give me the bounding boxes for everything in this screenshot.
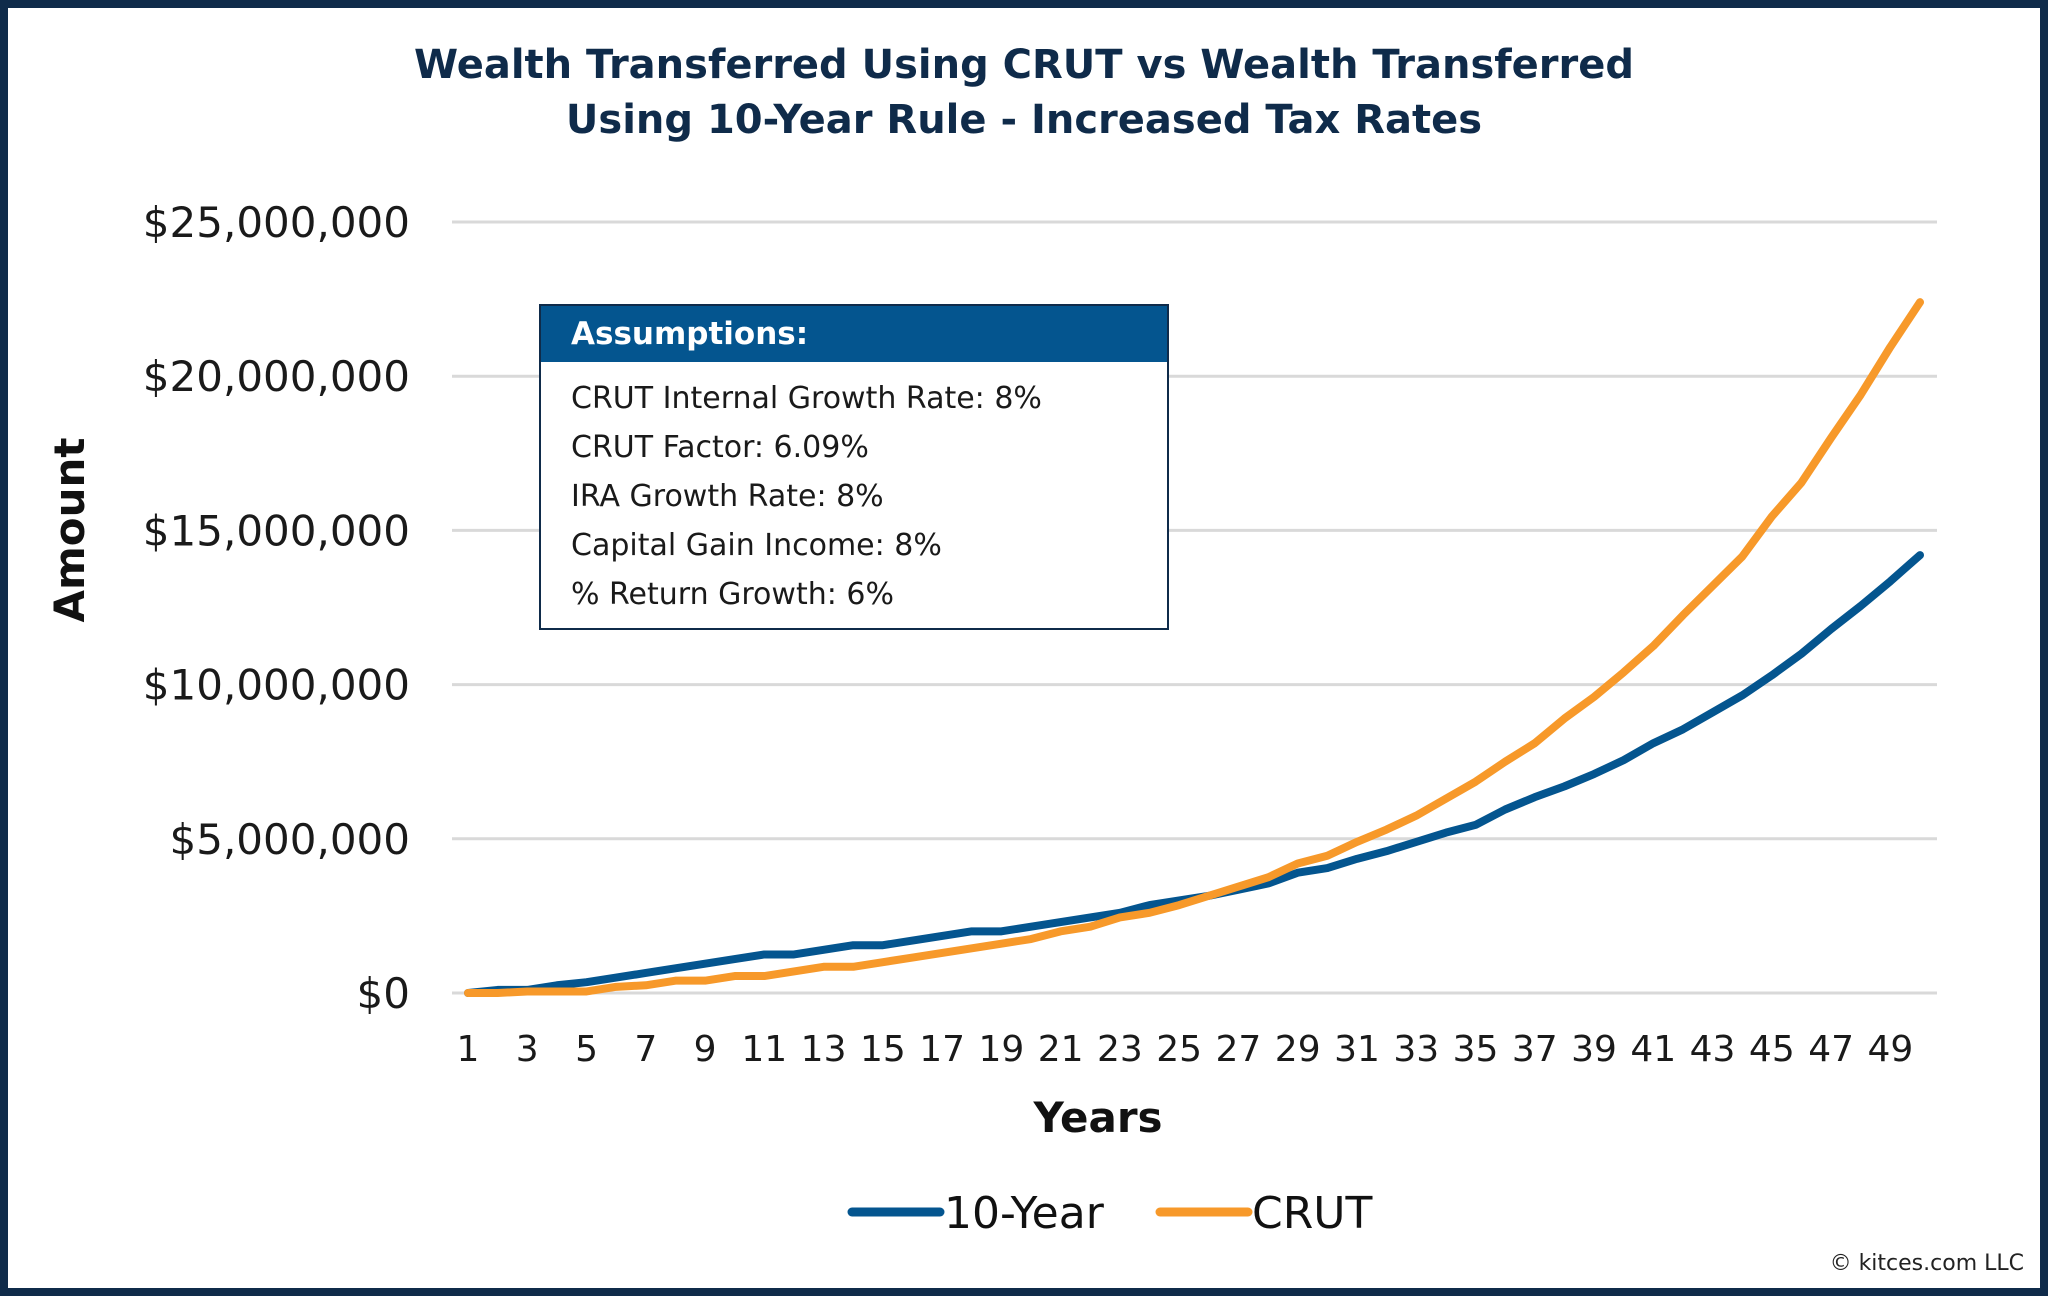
assumption-item: IRA Growth Rate: 8%	[571, 479, 884, 514]
x-tick-label: 35	[1453, 1029, 1499, 1070]
x-tick-label: 21	[1038, 1029, 1084, 1070]
chart-title: Wealth Transferred Using CRUT vs Wealth …	[0, 38, 2048, 148]
x-tick-label: 47	[1808, 1029, 1854, 1070]
x-tick-label: 39	[1571, 1029, 1617, 1070]
x-tick-label: 11	[741, 1029, 787, 1070]
x-tick-label: 3	[516, 1029, 539, 1070]
y-tick-label: $15,000,000	[143, 506, 410, 555]
x-tick-label: 17	[919, 1029, 965, 1070]
y-tick-label: $5,000,000	[170, 815, 410, 864]
y-tick-label: $10,000,000	[143, 661, 410, 710]
chart-title-line-2: Using 10-Year Rule - Increased Tax Rates	[565, 97, 1483, 143]
y-tick-label: $20,000,000	[143, 352, 410, 401]
assumption-item: CRUT Factor: 6.09%	[571, 430, 869, 465]
x-tick-label: 23	[1097, 1029, 1143, 1070]
x-tick-label: 43	[1690, 1029, 1736, 1070]
x-tick-label: 41	[1630, 1029, 1676, 1070]
copyright: © kitces.com LLC	[1829, 1251, 2024, 1276]
assumption-item: CRUT Internal Growth Rate: 8%	[571, 381, 1042, 416]
assumption-item: % Return Growth: 6%	[571, 577, 894, 612]
x-tick-label: 9	[694, 1029, 717, 1070]
x-tick-label: 49	[1867, 1029, 1913, 1070]
x-tick-label: 19	[978, 1029, 1024, 1070]
assumption-item: Capital Gain Income: 8%	[571, 528, 942, 563]
y-axis-label: Amount	[45, 437, 94, 622]
series-line-crut	[464, 298, 1924, 997]
y-tick-label: $0	[357, 969, 410, 1018]
x-tick-label: 33	[1393, 1029, 1439, 1070]
x-tick-label: 5	[575, 1029, 598, 1070]
legend-label: 10-Year	[944, 1188, 1105, 1239]
chart-title-line-1: Wealth Transferred Using CRUT vs Wealth …	[414, 42, 1634, 88]
x-tick-label: 27	[1216, 1029, 1262, 1070]
x-tick-label: 7	[634, 1029, 657, 1070]
x-tick-label: 45	[1749, 1029, 1795, 1070]
x-axis-label: Years	[1032, 1093, 1162, 1142]
x-tick-label: 31	[1334, 1029, 1380, 1070]
x-tick-label: 1	[457, 1029, 480, 1070]
legend-label: CRUT	[1252, 1188, 1373, 1239]
y-tick-label: $25,000,000	[143, 198, 410, 247]
x-tick-label: 25	[1156, 1029, 1202, 1070]
assumptions-header: Assumptions:	[541, 306, 1167, 362]
x-tick-label: 13	[801, 1029, 847, 1070]
assumptions-box: Assumptions: CRUT Internal Growth Rate: …	[539, 304, 1169, 630]
x-tick-label: 37	[1512, 1029, 1558, 1070]
x-tick-label: 15	[860, 1029, 906, 1070]
x-tick-label: 29	[1275, 1029, 1321, 1070]
